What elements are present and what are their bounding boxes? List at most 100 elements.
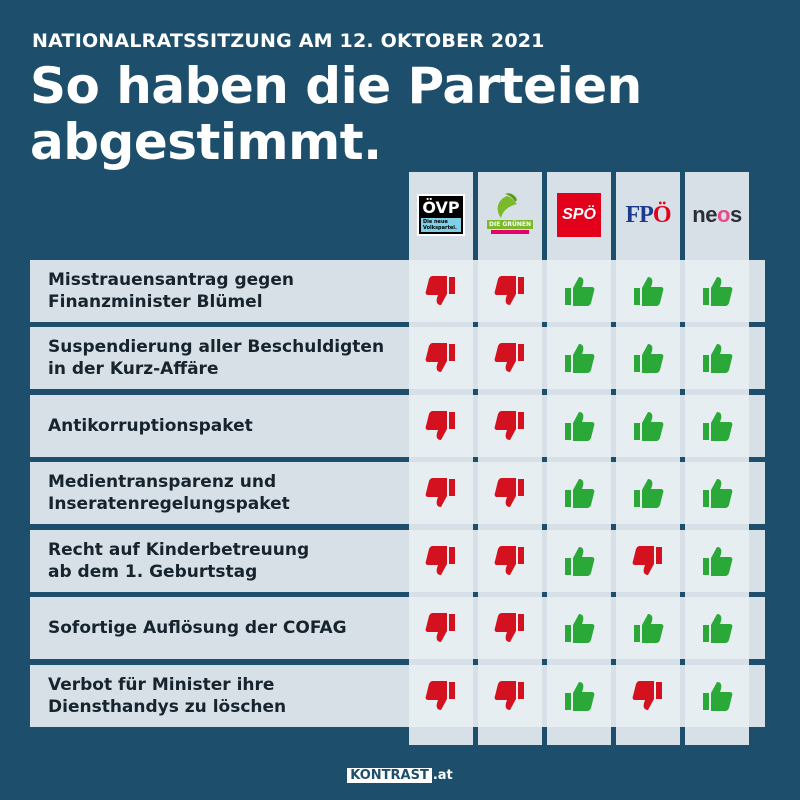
thumbs-up-icon [699, 543, 735, 579]
title-line-1: So haben die Parteien [30, 57, 642, 115]
motion-label: Medientransparenz und Inseratenregelungs… [48, 472, 290, 514]
footer-brand: KONTRAST .at [0, 768, 800, 783]
vote-cell-fpoe [616, 530, 680, 592]
thumbs-down-icon [423, 475, 459, 511]
thumbs-up-icon [561, 678, 597, 714]
vote-cell-oevp [409, 260, 473, 322]
motion-row: Antikorruptionspaket [30, 395, 765, 457]
vote-cell-oevp [409, 327, 473, 389]
vote-cell-fpoe [616, 327, 680, 389]
footer-brand-name: KONTRAST [347, 768, 432, 783]
thumbs-down-icon [492, 678, 528, 714]
vote-cell-spoe [547, 462, 611, 524]
thumbs-down-icon [492, 543, 528, 579]
thumbs-down-icon [630, 678, 666, 714]
vote-cell-neos [685, 597, 749, 659]
motion-label: Antikorruptionspaket [48, 416, 253, 436]
thumbs-down-icon [492, 273, 528, 309]
motion-label: Misstrauensantrag gegen Finanzminister B… [48, 270, 294, 312]
neos-logo-text: neos [692, 202, 742, 227]
vote-cell-oevp [409, 462, 473, 524]
thumbs-down-icon [492, 408, 528, 444]
motion-label: Recht auf Kinderbetreuung ab dem 1. Gebu… [48, 540, 310, 582]
logo-fpoe: FPÖ [616, 180, 680, 250]
thumbs-up-icon [699, 678, 735, 714]
vote-cell-gruene [478, 665, 542, 727]
motion-row: Verbot für Minister ihre Diensthandys zu… [30, 665, 765, 727]
motion-row: Sofortige Auflösung der COFAG [30, 597, 765, 659]
vote-cell-neos [685, 530, 749, 592]
vote-cell-neos [685, 327, 749, 389]
thumbs-down-icon [423, 273, 459, 309]
fpoe-logo-text: FPÖ [625, 201, 672, 228]
title-line-2: abgestimmt. [30, 113, 382, 171]
sunflower-icon [497, 193, 517, 218]
vote-cell-oevp [409, 530, 473, 592]
logo-spoe: SPÖ [547, 180, 611, 250]
motion-label: Suspendierung aller Beschuldigten in der… [48, 337, 385, 379]
motion-row: Recht auf Kinderbetreuung ab dem 1. Gebu… [30, 530, 765, 592]
vote-cell-gruene [478, 462, 542, 524]
vote-cell-fpoe [616, 395, 680, 457]
column-oevp [409, 172, 473, 745]
thumbs-up-icon [630, 340, 666, 376]
motion-row: Medientransparenz und Inseratenregelungs… [30, 462, 765, 524]
thumbs-down-icon [423, 543, 459, 579]
kicker-headline: NATIONALRATSSITZUNG AM 12. OKTOBER 2021 [32, 30, 545, 52]
thumbs-up-icon [630, 408, 666, 444]
oevp-logo-tagline: Die neue Volkspartei. [421, 218, 461, 232]
vote-cell-neos [685, 462, 749, 524]
vote-cell-gruene [478, 530, 542, 592]
logo-neos: neos [685, 180, 749, 250]
thumbs-down-icon [423, 408, 459, 444]
thumbs-up-icon [630, 475, 666, 511]
page-title: So haben die Parteien abgestimmt. [30, 58, 642, 170]
thumbs-up-icon [561, 475, 597, 511]
thumbs-up-icon [699, 610, 735, 646]
thumbs-up-icon [561, 543, 597, 579]
vote-cell-fpoe [616, 462, 680, 524]
thumbs-up-icon [561, 610, 597, 646]
motion-label: Verbot für Minister ihre Diensthandys zu… [48, 675, 287, 717]
thumbs-up-icon [561, 340, 597, 376]
motion-label: Sofortige Auflösung der COFAG [48, 618, 347, 638]
thumbs-down-icon [423, 678, 459, 714]
vote-cell-spoe [547, 665, 611, 727]
vote-cell-fpoe [616, 597, 680, 659]
thumbs-down-icon [423, 610, 459, 646]
gruene-logo-text: DIE GRÜNEN [487, 220, 533, 229]
logo-gruene: DIE GRÜNEN [478, 180, 542, 250]
thumbs-down-icon [492, 475, 528, 511]
thumbs-down-icon [492, 610, 528, 646]
motion-row: Misstrauensantrag gegen Finanzminister B… [30, 260, 765, 322]
oevp-logo-text: ÖVP [422, 198, 460, 217]
thumbs-down-icon [492, 340, 528, 376]
motion-row: Suspendierung aller Beschuldigten in der… [30, 327, 765, 389]
thumbs-up-icon [630, 273, 666, 309]
thumbs-up-icon [561, 273, 597, 309]
thumbs-up-icon [630, 610, 666, 646]
vote-cell-fpoe [616, 665, 680, 727]
vote-cell-neos [685, 665, 749, 727]
vote-cell-spoe [547, 597, 611, 659]
vote-cell-spoe [547, 530, 611, 592]
thumbs-up-icon [699, 475, 735, 511]
vote-cell-fpoe [616, 260, 680, 322]
thumbs-down-icon [423, 340, 459, 376]
vote-cell-spoe [547, 395, 611, 457]
vote-cell-gruene [478, 597, 542, 659]
vote-cell-gruene [478, 395, 542, 457]
vote-cell-neos [685, 395, 749, 457]
vote-cell-oevp [409, 597, 473, 659]
vote-cell-oevp [409, 665, 473, 727]
thumbs-down-icon [630, 543, 666, 579]
vote-cell-spoe [547, 260, 611, 322]
column-spoe [547, 172, 611, 745]
thumbs-up-icon [561, 408, 597, 444]
thumbs-up-icon [699, 408, 735, 444]
vote-cell-spoe [547, 327, 611, 389]
vote-cell-oevp [409, 395, 473, 457]
vote-cell-gruene [478, 260, 542, 322]
vote-cell-gruene [478, 327, 542, 389]
vote-cell-neos [685, 260, 749, 322]
